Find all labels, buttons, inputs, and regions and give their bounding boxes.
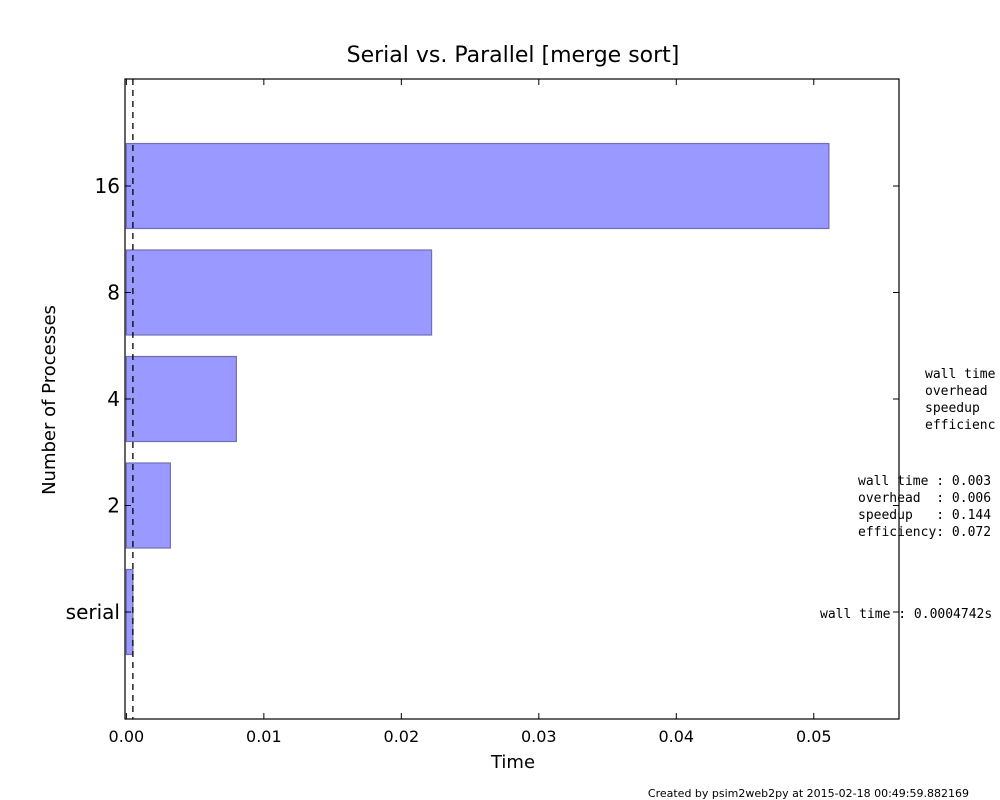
x-tick-label: 0.04 bbox=[658, 727, 694, 746]
annotation-line: efficienc bbox=[925, 418, 995, 433]
x-axis-label: Time bbox=[490, 752, 535, 773]
bar-4 bbox=[125, 355, 237, 443]
x-tick-label: 0.03 bbox=[521, 727, 557, 746]
annotation-line: wall time : 0.003 bbox=[858, 474, 991, 489]
y-tick-label: serial bbox=[66, 600, 120, 624]
chart-title: Serial vs. Parallel [merge sort] bbox=[347, 43, 680, 68]
bar-8 bbox=[125, 249, 433, 336]
y-ticks-group: serial 2 4 8 16 bbox=[66, 174, 899, 624]
annotation-line: wall time bbox=[925, 367, 996, 382]
annotation-line: efficiency: 0.072 bbox=[858, 525, 991, 540]
annotation-line: overhead bbox=[925, 384, 988, 399]
y-axis-label: Number of Processes bbox=[39, 305, 60, 495]
bar-2 bbox=[125, 462, 171, 549]
x-tick-label: 0.00 bbox=[109, 727, 145, 746]
annotation-line: overhead : 0.006 bbox=[858, 491, 991, 506]
annotation-line: speedup : 0.144 bbox=[858, 508, 991, 523]
annotation-line: wall time : 0.0004742s bbox=[820, 607, 992, 622]
footer-credit: Created by psim2web2py at 2015-02-18 00:… bbox=[648, 787, 969, 800]
x-ticks-group: 0.00 0.01 0.02 0.03 0.04 0.05 bbox=[109, 79, 832, 746]
y-tick-label: 2 bbox=[107, 494, 120, 518]
bars-group bbox=[125, 142, 830, 656]
x-tick-label: 0.02 bbox=[384, 727, 420, 746]
bar-16 bbox=[125, 142, 830, 230]
x-tick-label: 0.05 bbox=[796, 727, 832, 746]
x-tick-label: 0.01 bbox=[246, 727, 282, 746]
y-tick-label: 4 bbox=[107, 387, 120, 411]
annotations-group: wall time overhead speedup efficienc wall ti… bbox=[820, 367, 996, 622]
annotation-line: speedup bbox=[925, 401, 980, 416]
y-tick-label: 8 bbox=[107, 281, 120, 305]
y-tick-label: 16 bbox=[95, 174, 120, 198]
